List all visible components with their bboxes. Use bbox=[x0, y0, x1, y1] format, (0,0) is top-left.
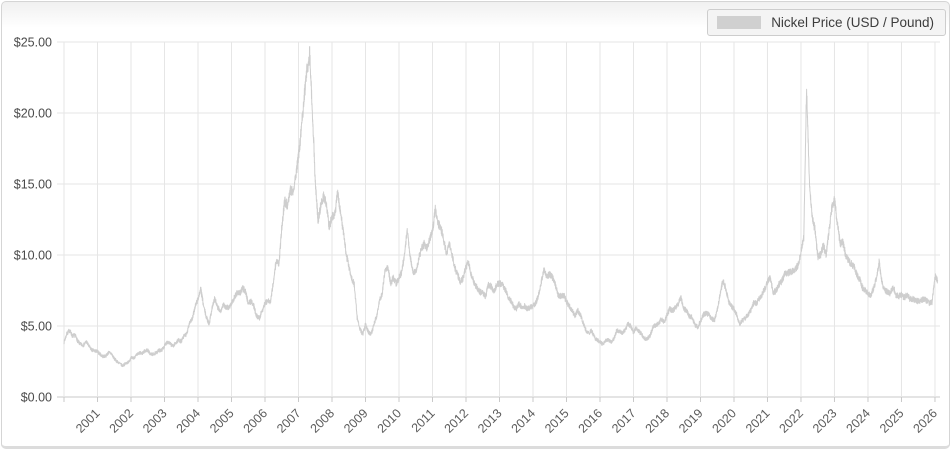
y-axis-label: $10.00 bbox=[14, 249, 52, 263]
x-axis-label: 2016 bbox=[576, 406, 606, 436]
x-axis-label: 2023 bbox=[810, 406, 840, 436]
x-axis-label: 2020 bbox=[710, 406, 740, 436]
x-axis-label: 2011 bbox=[409, 406, 438, 435]
x-axis-label: 2013 bbox=[475, 406, 505, 436]
legend-series-swatch bbox=[717, 16, 762, 29]
x-axis-label: 2025 bbox=[877, 406, 907, 436]
y-axis-label: $20.00 bbox=[14, 107, 52, 121]
x-axis-label: 2004 bbox=[174, 406, 204, 436]
x-axis-label: 2022 bbox=[777, 406, 807, 436]
y-axis-label: $5.00 bbox=[21, 320, 52, 334]
x-axis-label: 2019 bbox=[676, 406, 706, 436]
chart-legend[interactable]: Nickel Price (USD / Pound) bbox=[707, 9, 946, 36]
x-axis-label: 2010 bbox=[375, 406, 405, 436]
y-axis-label: $0.00 bbox=[21, 391, 52, 405]
nickel-price-line bbox=[63, 46, 939, 368]
x-axis-label: 2014 bbox=[509, 406, 539, 436]
x-axis-label: 2021 bbox=[743, 406, 773, 436]
x-axis-label: 2009 bbox=[341, 406, 371, 436]
x-axis-label: 2012 bbox=[442, 406, 472, 436]
x-axis-label: 2026 bbox=[911, 406, 941, 436]
x-axis-label: 2018 bbox=[643, 406, 673, 436]
y-axis-label: $25.00 bbox=[14, 36, 52, 50]
x-axis-label: 2017 bbox=[609, 406, 639, 436]
legend-label: Nickel Price (USD / Pound) bbox=[771, 15, 934, 30]
x-axis-label: 2001 bbox=[73, 406, 103, 436]
x-axis-label: 2008 bbox=[308, 406, 338, 436]
x-axis-label: 2015 bbox=[542, 406, 572, 436]
x-axis-label: 2006 bbox=[241, 406, 271, 436]
x-axis-label: 2024 bbox=[844, 406, 874, 436]
x-axis-label: 2005 bbox=[207, 406, 237, 436]
x-axis-label: 2002 bbox=[107, 406, 137, 436]
x-axis-label: 2007 bbox=[274, 406, 304, 436]
x-axis-label: 2003 bbox=[140, 406, 170, 436]
y-axis-label: $15.00 bbox=[14, 178, 52, 192]
